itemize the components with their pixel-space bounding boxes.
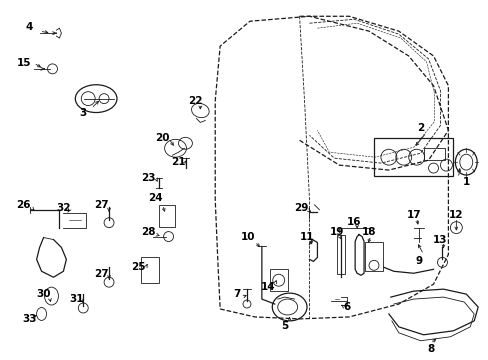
Text: 27: 27 [94, 269, 108, 279]
Text: 30: 30 [36, 289, 51, 299]
Text: 28: 28 [141, 226, 156, 237]
Text: 27: 27 [94, 200, 108, 210]
Text: 26: 26 [17, 200, 31, 210]
Text: 22: 22 [188, 96, 202, 105]
Text: 31: 31 [69, 294, 83, 304]
Text: 15: 15 [17, 58, 31, 68]
Text: 11: 11 [300, 231, 314, 242]
Text: 14: 14 [260, 282, 275, 292]
Text: 21: 21 [171, 157, 185, 167]
Text: 5: 5 [281, 321, 288, 331]
Text: 12: 12 [448, 210, 463, 220]
Text: 4: 4 [26, 22, 33, 32]
Text: 6: 6 [343, 302, 350, 312]
Text: 8: 8 [426, 344, 433, 354]
Text: 32: 32 [56, 203, 70, 213]
Text: 19: 19 [329, 226, 344, 237]
Text: 25: 25 [131, 262, 146, 272]
Text: 29: 29 [294, 203, 308, 213]
Text: 17: 17 [406, 210, 420, 220]
Text: 9: 9 [414, 256, 421, 266]
Text: 18: 18 [361, 226, 375, 237]
Text: 20: 20 [155, 133, 169, 143]
Text: 10: 10 [240, 231, 255, 242]
Text: 24: 24 [148, 193, 163, 203]
Text: 23: 23 [141, 173, 156, 183]
Text: 3: 3 [80, 108, 87, 117]
Text: 2: 2 [416, 123, 424, 134]
Text: 1: 1 [462, 177, 469, 187]
Text: 33: 33 [22, 314, 37, 324]
Text: 16: 16 [346, 217, 361, 227]
Text: 13: 13 [432, 234, 447, 244]
Text: 7: 7 [233, 289, 240, 299]
